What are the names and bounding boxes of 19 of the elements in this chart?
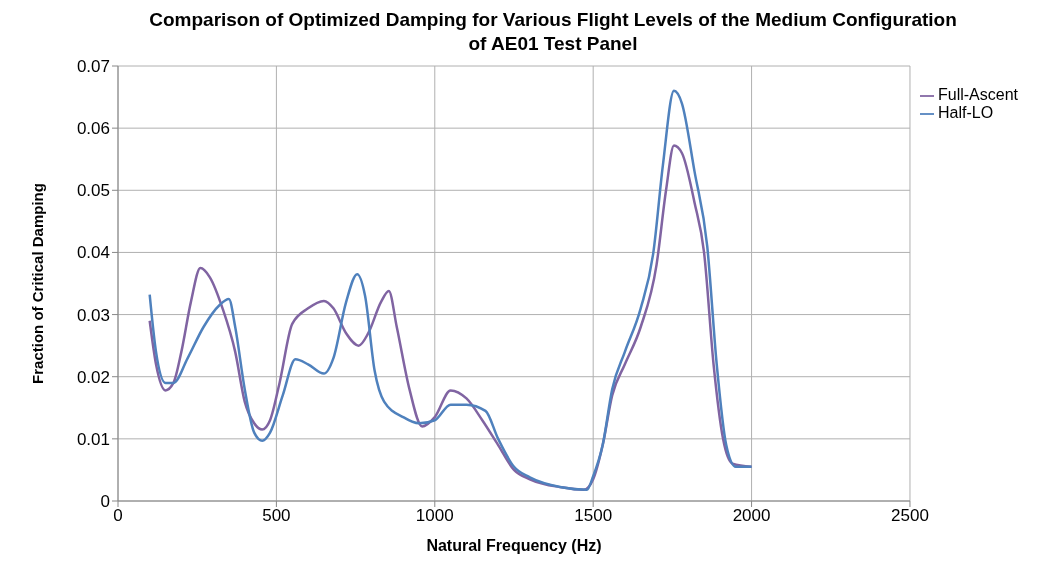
y-tick-label: 0.04 [76, 243, 110, 263]
x-tick-label: 500 [262, 506, 291, 526]
x-tick-label: 1500 [574, 506, 613, 526]
x-axis-title: Natural Frequency (Hz) [426, 537, 602, 554]
x-tick-label: 1000 [415, 506, 454, 526]
y-tick-label: 0.06 [76, 119, 110, 139]
y-tick-label: 0.05 [76, 181, 110, 201]
x-tick-label: 2500 [891, 506, 929, 526]
chart-title: Comparison of Optimized Damping for Various Flight Levels of the Medium Configuration of AE01 Test Panel [148, 8, 958, 56]
y-tick-label: 0.07 [76, 57, 110, 77]
legend-label: Full-Ascent [937, 86, 1018, 103]
y-tick-label: 0.01 [76, 429, 110, 449]
x-tick-label: 2000 [732, 506, 771, 526]
y-tick-label: 0.02 [76, 367, 110, 387]
y-axis-title: Fraction of Critical Damping [29, 183, 47, 384]
y-tick-label: 0 [100, 492, 110, 512]
y-tick-label: 0.03 [76, 305, 110, 325]
legend-label: Half-LO [937, 104, 994, 121]
x-tick-label: 0 [113, 506, 123, 526]
